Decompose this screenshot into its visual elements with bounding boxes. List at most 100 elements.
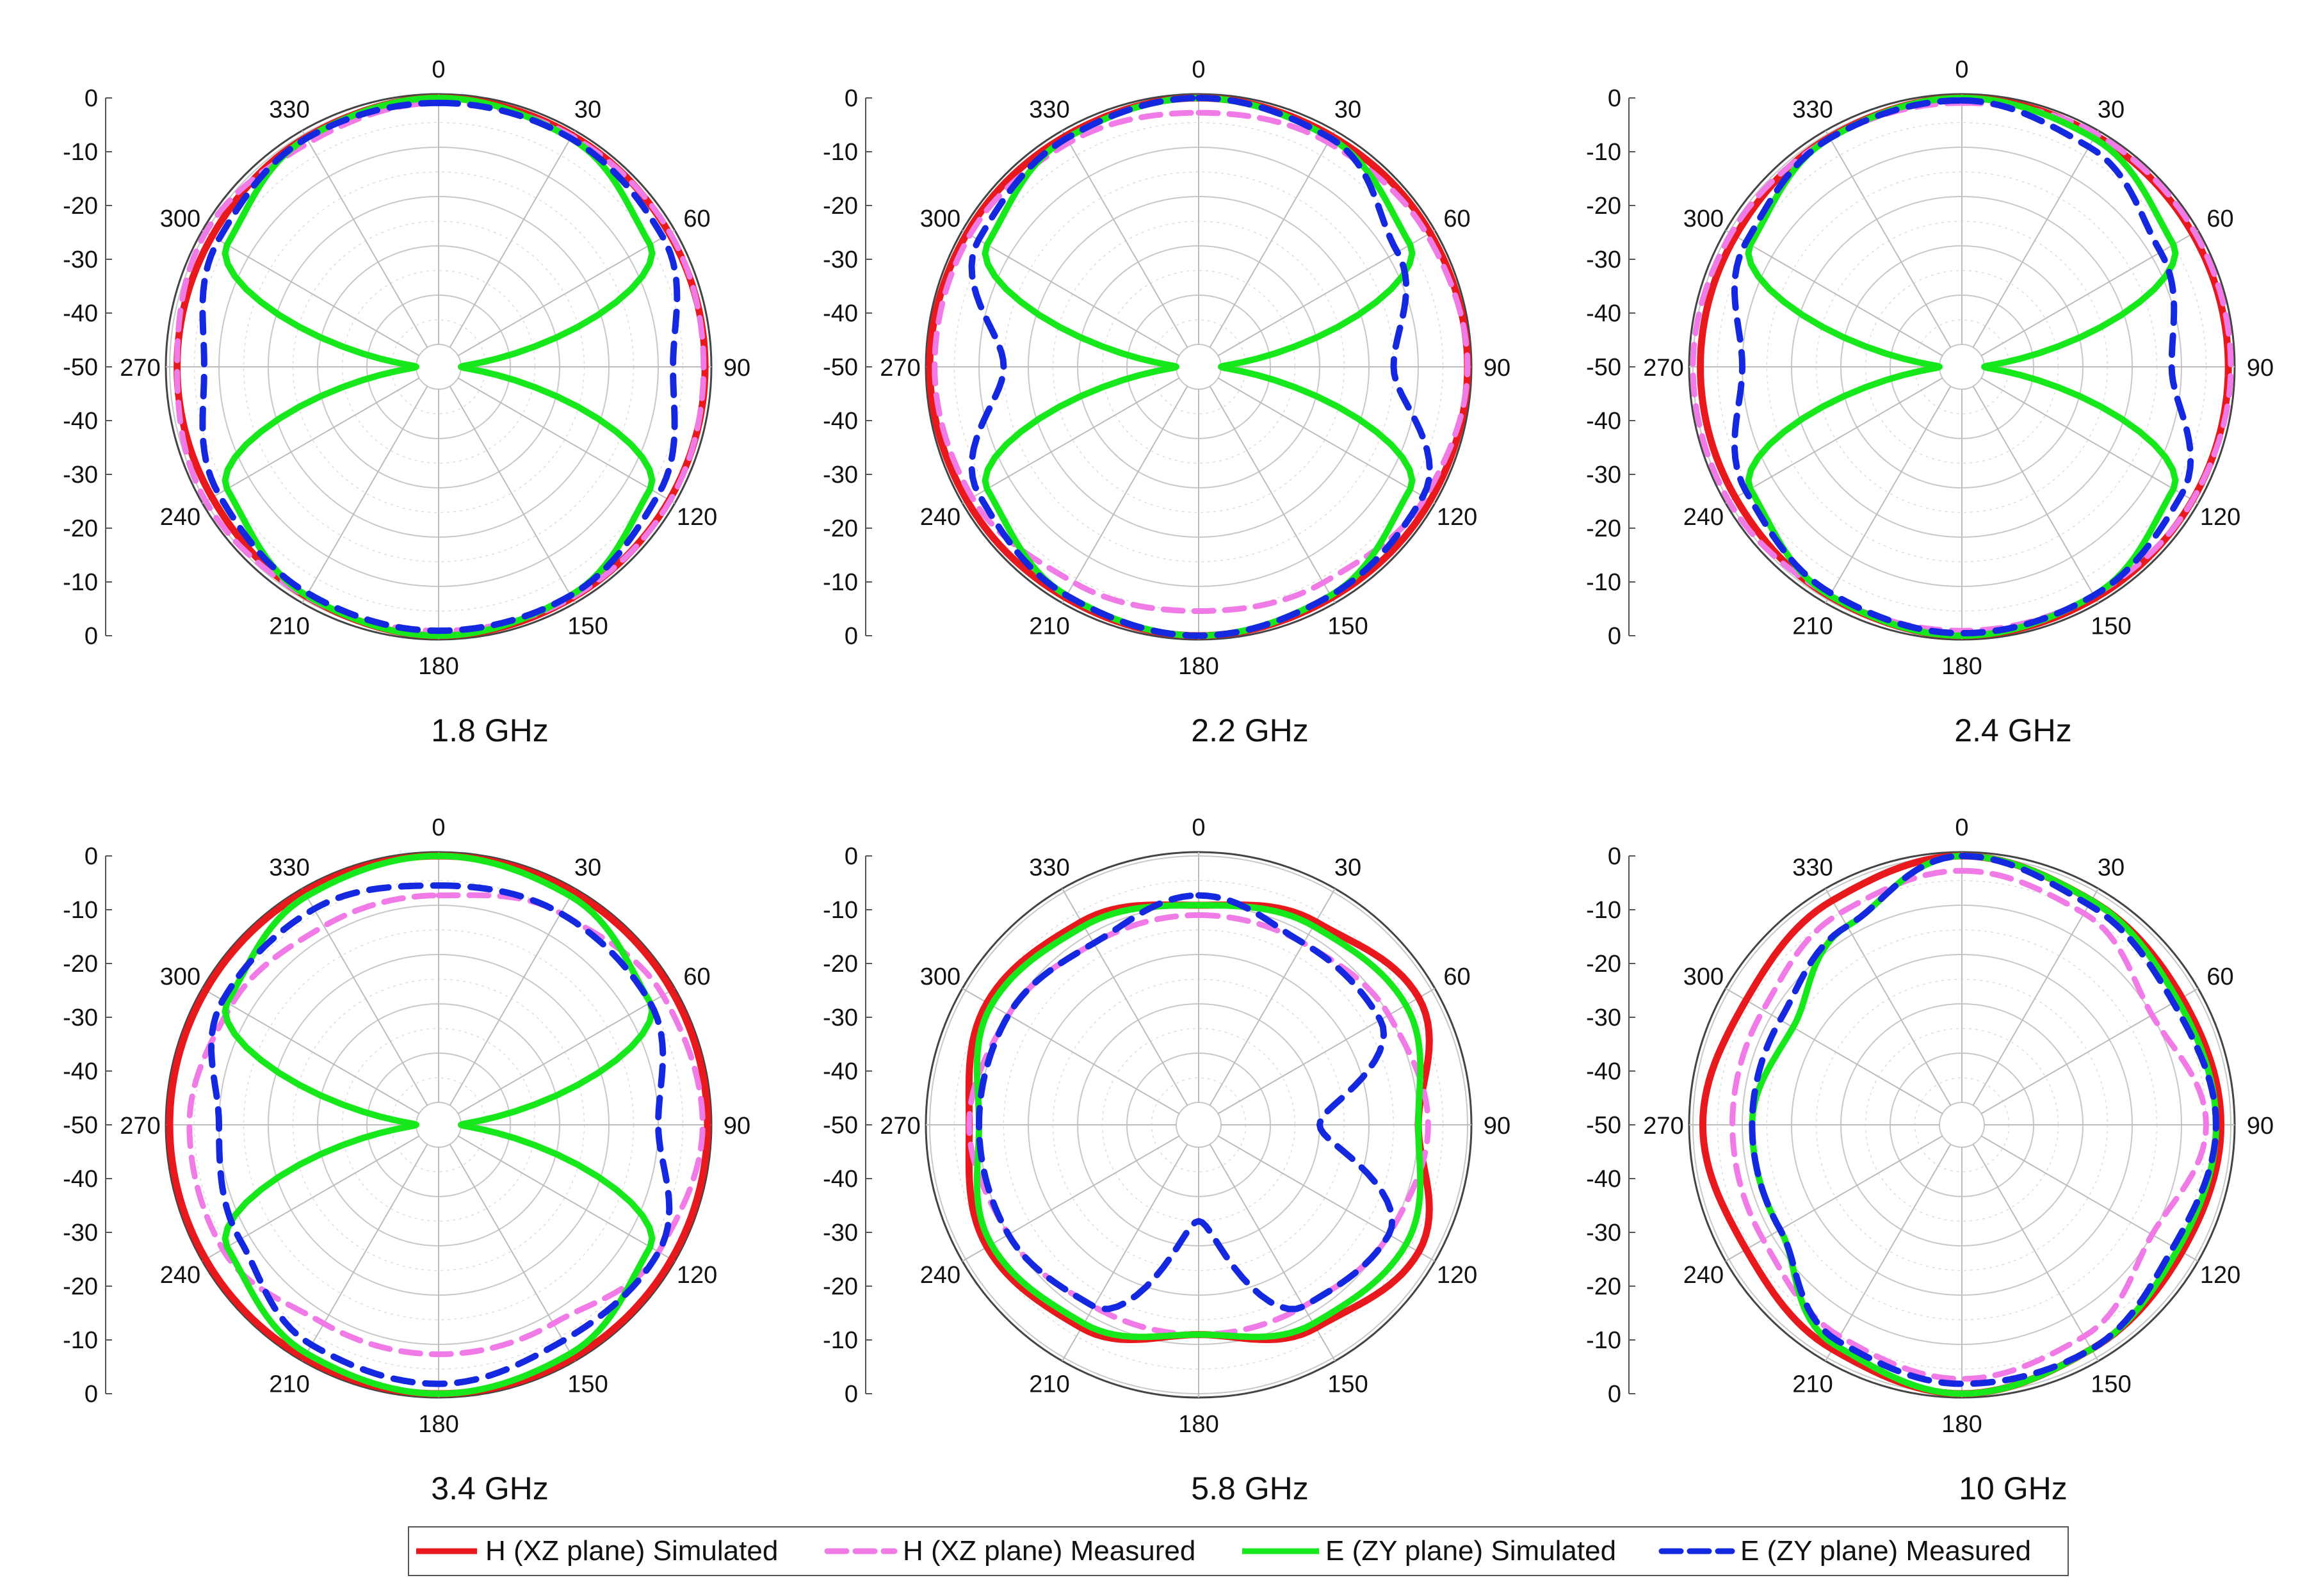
polar-spoke xyxy=(1980,988,2199,1115)
angle-tick-label: 240 xyxy=(160,1262,200,1289)
angle-tick-label: 180 xyxy=(1178,653,1218,680)
radial-tick-label: -20 xyxy=(823,951,858,978)
series-curve xyxy=(1731,97,2194,637)
angle-tick-label: 270 xyxy=(1643,1113,1683,1140)
polar-spoke xyxy=(1825,385,1952,604)
angle-tick-label: 0 xyxy=(1192,56,1205,83)
angle-tick-label: 0 xyxy=(1955,56,1968,83)
angle-tick-label: 240 xyxy=(1683,504,1724,531)
radial-tick-label: -10 xyxy=(63,1327,98,1354)
polar-spoke xyxy=(1725,988,1943,1115)
series-curve xyxy=(976,892,1396,1312)
radial-tick-label: 0 xyxy=(1608,623,1621,650)
angle-tick-label: 300 xyxy=(1683,963,1724,990)
angle-tick-label: 120 xyxy=(677,504,717,531)
radial-tick-label: -20 xyxy=(63,515,98,542)
radial-tick-label: -20 xyxy=(1586,193,1621,220)
radial-tick-label: -40 xyxy=(823,300,858,327)
radial-tick-label: -20 xyxy=(823,1273,858,1300)
series-curve xyxy=(208,882,673,1387)
chart-title: 2.4 GHz xyxy=(1954,713,2071,748)
radial-tick-label: -10 xyxy=(1586,139,1621,166)
polar-spoke xyxy=(1972,130,2099,348)
radial-tick-label: -30 xyxy=(1586,462,1621,488)
angle-tick-label: 90 xyxy=(1484,1113,1510,1140)
polar-chart: 0 30 60 90 120 150 180 210 240 270 300 330 0 -10 -20 -3… xyxy=(63,56,750,748)
angle-tick-label: 60 xyxy=(683,963,710,990)
angle-tick-label: 30 xyxy=(574,854,601,881)
angle-tick-label: 30 xyxy=(574,96,601,123)
radial-tick-label: 0 xyxy=(845,85,858,112)
polar-spoke xyxy=(962,377,1180,504)
polar-spoke xyxy=(962,230,1180,357)
radial-tick-label: -10 xyxy=(1586,1327,1621,1354)
angle-tick-label: 180 xyxy=(418,1411,458,1438)
polar-spoke xyxy=(457,1135,676,1262)
polar-spoke xyxy=(457,230,676,357)
polar-chart: 0 30 60 90 120 150 180 210 240 270 300 330 0 -10 -20 -3… xyxy=(823,814,1510,1506)
angle-tick-label: 60 xyxy=(1443,206,1470,232)
series-curve xyxy=(199,99,681,634)
radial-tick-label: 0 xyxy=(1608,1381,1621,1408)
radial-tick-label: -20 xyxy=(63,951,98,978)
radial-tick-label: -30 xyxy=(1586,246,1621,273)
radial-tick-label: -30 xyxy=(63,462,98,488)
polar-chart: 0 30 60 90 120 150 180 210 240 270 300 330 0 -10 -20 -3… xyxy=(823,56,1510,748)
legend: H (XZ plane) Simulated H (XZ plane) Meas… xyxy=(408,1526,2069,1576)
polar-spoke xyxy=(202,988,420,1115)
radial-tick-label: -40 xyxy=(1586,300,1621,327)
angle-tick-label: 270 xyxy=(880,355,920,382)
angle-tick-label: 270 xyxy=(880,1113,920,1140)
angle-tick-label: 0 xyxy=(1192,814,1205,841)
angle-tick-label: 30 xyxy=(2098,854,2125,881)
angle-tick-label: 120 xyxy=(1437,504,1477,531)
polar-spoke xyxy=(1825,130,1952,348)
angle-tick-label: 120 xyxy=(1437,1262,1477,1289)
chart-title: 1.8 GHz xyxy=(431,713,548,748)
radial-tick-label: 0 xyxy=(1608,85,1621,112)
radial-tick-label: -30 xyxy=(1586,1004,1621,1031)
angle-tick-label: 300 xyxy=(1683,206,1724,232)
polar-spoke xyxy=(302,130,428,348)
angle-tick-label: 30 xyxy=(1334,854,1361,881)
radial-tick-label: -10 xyxy=(823,1327,858,1354)
radial-tick-label: -10 xyxy=(1586,569,1621,596)
angle-tick-label: 180 xyxy=(1941,653,1982,680)
polar-chart: 0 30 60 90 120 150 180 210 240 270 300 330 0 -10 -20 -3… xyxy=(1586,56,2274,748)
angle-tick-label: 0 xyxy=(1955,814,1968,841)
angle-tick-label: 270 xyxy=(1643,355,1683,382)
angle-tick-label: 150 xyxy=(567,613,608,640)
angle-tick-label: 330 xyxy=(1029,854,1069,881)
radial-tick-label: -40 xyxy=(1586,1166,1621,1193)
legend-label-e-simulated: E (ZY plane) Simulated xyxy=(1325,1535,1616,1567)
polar-spoke xyxy=(449,888,576,1106)
legend-box xyxy=(408,1526,2069,1576)
angle-tick-label: 330 xyxy=(269,854,309,881)
radial-tick-label: -50 xyxy=(823,354,858,381)
angle-tick-label: 0 xyxy=(432,814,445,841)
angle-tick-label: 90 xyxy=(2247,355,2274,382)
angle-tick-label: 150 xyxy=(2091,1371,2131,1398)
angle-tick-label: 300 xyxy=(160,206,200,232)
radial-tick-label: -20 xyxy=(63,193,98,220)
polar-charts: 03060901201501802102402703003300-10-20-3… xyxy=(63,56,2274,1506)
angle-tick-label: 90 xyxy=(724,1113,750,1140)
polar-spoke xyxy=(449,130,576,348)
polar-spoke xyxy=(1209,385,1336,604)
angle-tick-label: 180 xyxy=(418,653,458,680)
polar-spoke xyxy=(457,377,676,504)
angle-tick-label: 210 xyxy=(1792,613,1833,640)
polar-spoke xyxy=(1980,377,2199,504)
radial-tick-label: 0 xyxy=(85,843,98,870)
polar-spoke xyxy=(202,230,420,357)
legend-label-h-simulated: H (XZ plane) Simulated xyxy=(485,1535,778,1567)
chart-title: 10 GHz xyxy=(1959,1471,2068,1506)
legend-item-e-simulated: E (ZY plane) Simulated xyxy=(1242,1535,1616,1567)
radial-tick-label: -50 xyxy=(1586,354,1621,381)
angle-tick-label: 0 xyxy=(432,56,445,83)
polar-spoke xyxy=(457,988,676,1115)
radial-tick-label: -10 xyxy=(823,139,858,166)
legend-item-e-measured: E (ZY plane) Measured xyxy=(1658,1535,2031,1567)
polar-spoke xyxy=(1062,385,1188,604)
series-curve xyxy=(968,95,1433,639)
